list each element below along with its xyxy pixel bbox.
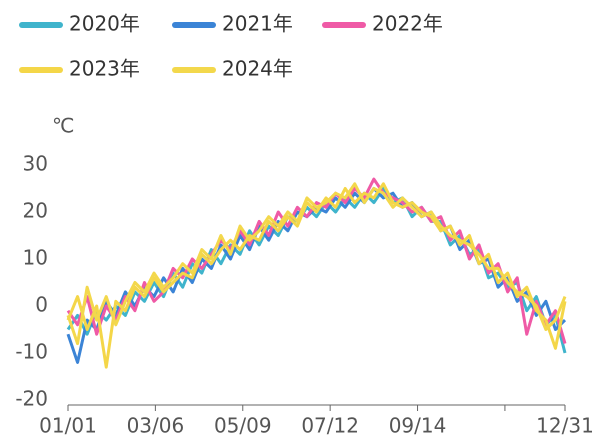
legend-label: 2024年 (222, 57, 293, 81)
x-tick-label: 07/12 (301, 414, 359, 438)
x-tick-label: 09/14 (389, 414, 447, 438)
y-tick-label: 10 (23, 246, 48, 270)
series-line (66, 182, 567, 346)
x-tick-label: 01/01 (39, 414, 97, 438)
y-tick-label: -20 (15, 387, 48, 411)
legend-label: 2022年 (372, 12, 443, 36)
y-tick-label: 0 (35, 293, 48, 317)
legend-label: 2023年 (69, 57, 140, 81)
y-tick-label: 20 (23, 199, 48, 223)
y-tick-label: 30 (23, 152, 48, 176)
y-unit: ℃ (52, 114, 74, 138)
legend-label: 2020年 (69, 12, 140, 36)
series-line (66, 177, 567, 345)
x-tick-label: 12/31 (536, 414, 594, 438)
y-tick-label: -10 (15, 340, 48, 364)
x-tick-label: 05/09 (214, 414, 272, 438)
x-tick-label: 03/06 (127, 414, 185, 438)
legend-label: 2021年 (222, 12, 293, 36)
